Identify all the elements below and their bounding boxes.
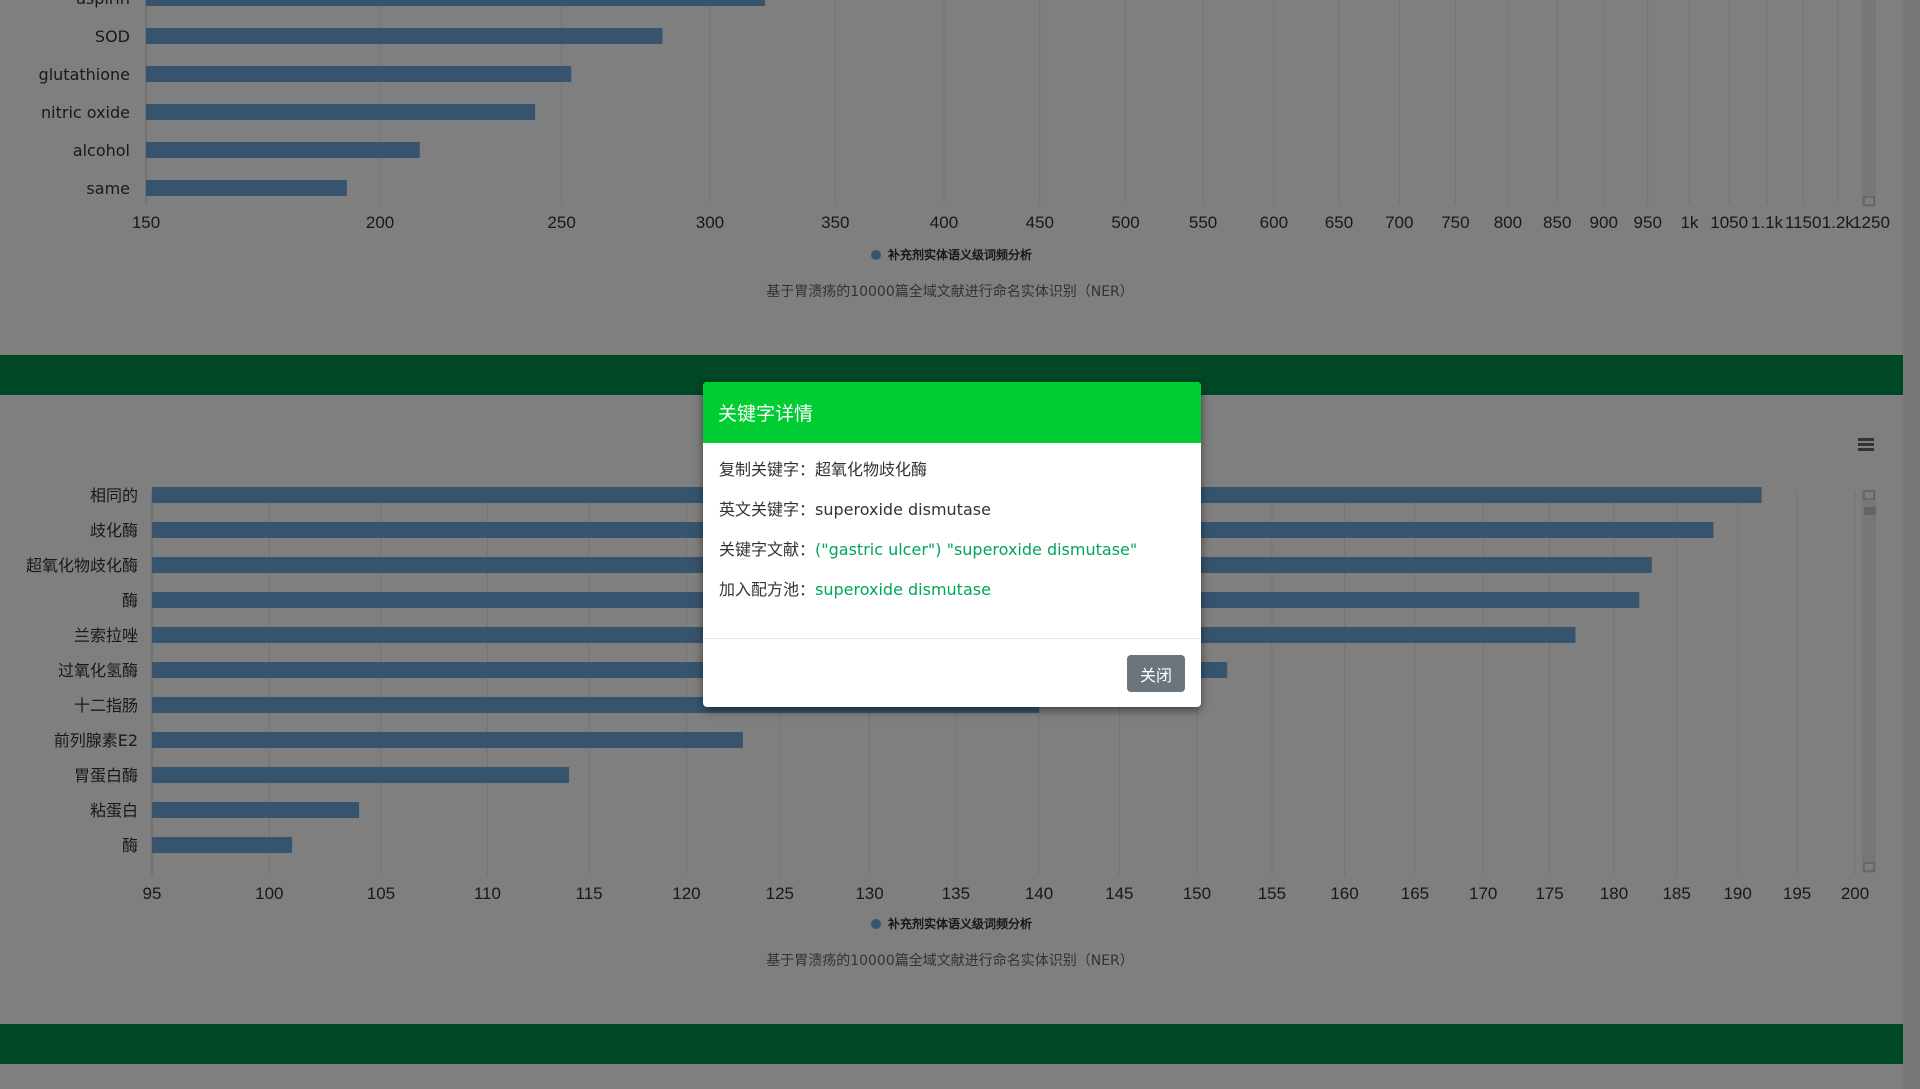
close-button[interactable]: 关闭 — [1127, 655, 1185, 692]
english-keyword-value: superoxide dismutase — [815, 500, 991, 519]
english-keyword-row: 英文关键字：superoxide dismutase — [719, 498, 1185, 538]
modal-footer: 关闭 — [703, 638, 1201, 707]
keyword-literature-link[interactable]: ("gastric ulcer") "superoxide dismutase" — [815, 540, 1138, 559]
add-formula-pool-label: 加入配方池： — [719, 580, 816, 599]
copy-keyword-value[interactable]: 超氧化物歧化酶 — [815, 460, 928, 479]
add-formula-pool-link[interactable]: superoxide dismutase — [815, 580, 991, 599]
modal-body: 复制关键字：超氧化物歧化酶 英文关键字：superoxide dismutase… — [703, 443, 1201, 628]
keyword-literature-row: 关键字文献：("gastric ulcer") "superoxide dism… — [719, 538, 1185, 578]
modal-title: 关键字详情 — [703, 382, 1201, 443]
copy-keyword-label: 复制关键字： — [719, 460, 816, 479]
keyword-literature-label: 关键字文献： — [719, 540, 816, 559]
english-keyword-label: 英文关键字： — [719, 500, 816, 519]
copy-keyword-row: 复制关键字：超氧化物歧化酶 — [719, 458, 1185, 498]
add-formula-pool-row: 加入配方池：superoxide dismutase — [719, 578, 1185, 618]
keyword-detail-modal: 关键字详情 复制关键字：超氧化物歧化酶 英文关键字：superoxide dis… — [703, 382, 1201, 707]
